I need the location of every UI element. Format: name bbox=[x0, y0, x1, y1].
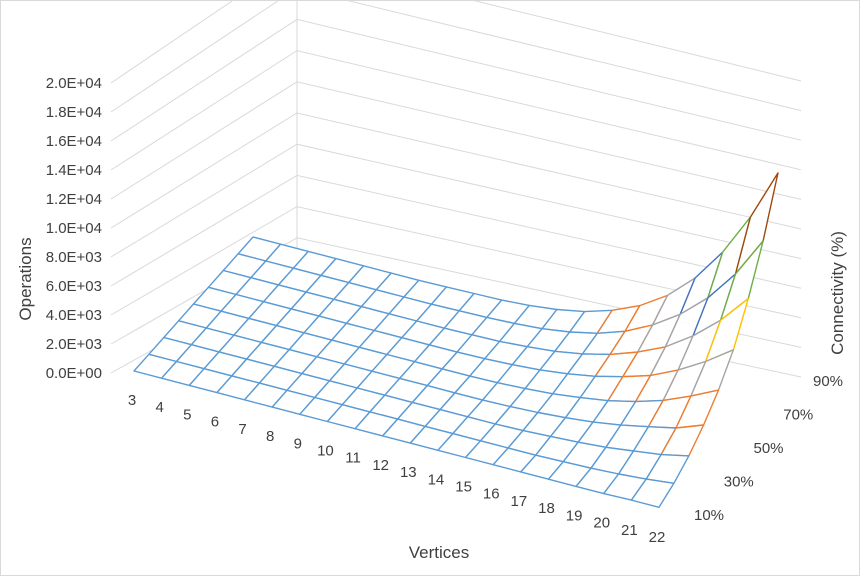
x-tick-label: 14 bbox=[428, 471, 445, 488]
z-tick-label: 1.0E+04 bbox=[46, 220, 102, 237]
z-gridline bbox=[110, 18, 802, 142]
surface-cell bbox=[630, 478, 675, 508]
z-tick-label: 2.0E+03 bbox=[46, 336, 102, 353]
z-gridline bbox=[110, 174, 802, 289]
x-axis-tick-labels: 3 4 5 6 7 8 9 10 11 12 13 14 15 16 17 18 19 20 21 22 bbox=[128, 392, 666, 546]
y-tick-label: 50% bbox=[753, 440, 783, 457]
x-tick-label: 4 bbox=[155, 399, 163, 416]
x-tick-label: 19 bbox=[566, 507, 583, 524]
chart-walls bbox=[110, 1, 802, 378]
z-tick-label: 6.0E+03 bbox=[46, 278, 102, 295]
y-tick-label: 90% bbox=[813, 373, 843, 390]
z-tick-label: 1.2E+04 bbox=[46, 191, 102, 208]
z-tick-label: 1.6E+04 bbox=[46, 133, 102, 150]
x-tick-label: 12 bbox=[372, 457, 389, 474]
z-gridline bbox=[110, 50, 802, 171]
x-tick-label: 8 bbox=[266, 428, 274, 445]
x-tick-label: 9 bbox=[294, 435, 302, 452]
z-tick-label: 0.0E+00 bbox=[46, 365, 102, 382]
z-tick-label: 1.4E+04 bbox=[46, 162, 102, 179]
x-tick-label: 22 bbox=[649, 529, 666, 546]
z-gridline bbox=[110, 112, 802, 230]
x-tick-label: 6 bbox=[211, 414, 219, 431]
z-axis-tick-labels: 0.0E+00 2.0E+03 4.0E+03 6.0E+03 8.0E+03 1.0E+… bbox=[46, 75, 102, 382]
z-tick-label: 4.0E+03 bbox=[46, 307, 102, 324]
surface-mesh bbox=[133, 172, 779, 508]
y-axis-title: Connectivity (%) bbox=[828, 231, 847, 355]
x-tick-label: 18 bbox=[538, 500, 555, 517]
x-tick-label: 5 bbox=[183, 406, 191, 423]
x-tick-label: 21 bbox=[621, 522, 638, 539]
z-gridline bbox=[110, 1, 802, 84]
y-tick-label: 70% bbox=[783, 407, 813, 424]
z-tick-label: 2.0E+04 bbox=[46, 75, 102, 92]
z-gridline bbox=[110, 1, 802, 113]
x-tick-label: 11 bbox=[345, 450, 361, 467]
x-tick-label: 17 bbox=[510, 493, 527, 510]
y-axis-tick-labels: 10%30% 50%70%90% bbox=[694, 373, 843, 524]
y-tick-label: 10% bbox=[694, 507, 724, 524]
z-tick-label: 1.8E+04 bbox=[46, 104, 102, 121]
x-axis-title: Vertices bbox=[409, 543, 469, 562]
z-tick-label: 8.0E+03 bbox=[46, 249, 102, 266]
z-gridline bbox=[110, 81, 802, 200]
x-tick-label: 3 bbox=[128, 392, 136, 409]
x-tick-label: 10 bbox=[317, 442, 334, 459]
x-tick-label: 16 bbox=[483, 486, 500, 503]
x-tick-label: 7 bbox=[238, 421, 246, 438]
y-tick-label: 30% bbox=[724, 474, 754, 491]
x-tick-label: 20 bbox=[593, 515, 610, 532]
x-tick-label: 13 bbox=[400, 464, 417, 481]
x-tick-label: 15 bbox=[455, 479, 472, 496]
z-axis-title: Operations bbox=[16, 237, 35, 320]
